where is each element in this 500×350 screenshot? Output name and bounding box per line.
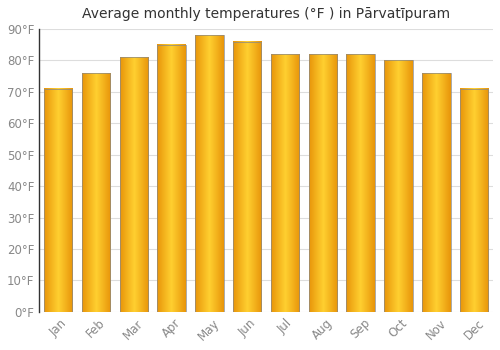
Bar — [308, 54, 337, 312]
Bar — [44, 89, 72, 312]
Bar — [422, 73, 450, 312]
Bar — [346, 54, 375, 312]
Bar — [271, 54, 299, 312]
Title: Average monthly temperatures (°F ) in Pārvatīpuram: Average monthly temperatures (°F ) in Pā… — [82, 7, 450, 21]
Bar — [195, 35, 224, 312]
Bar — [158, 45, 186, 312]
Bar — [120, 57, 148, 312]
Bar — [82, 73, 110, 312]
Bar — [460, 89, 488, 312]
Bar — [384, 61, 412, 312]
Bar — [233, 42, 262, 312]
